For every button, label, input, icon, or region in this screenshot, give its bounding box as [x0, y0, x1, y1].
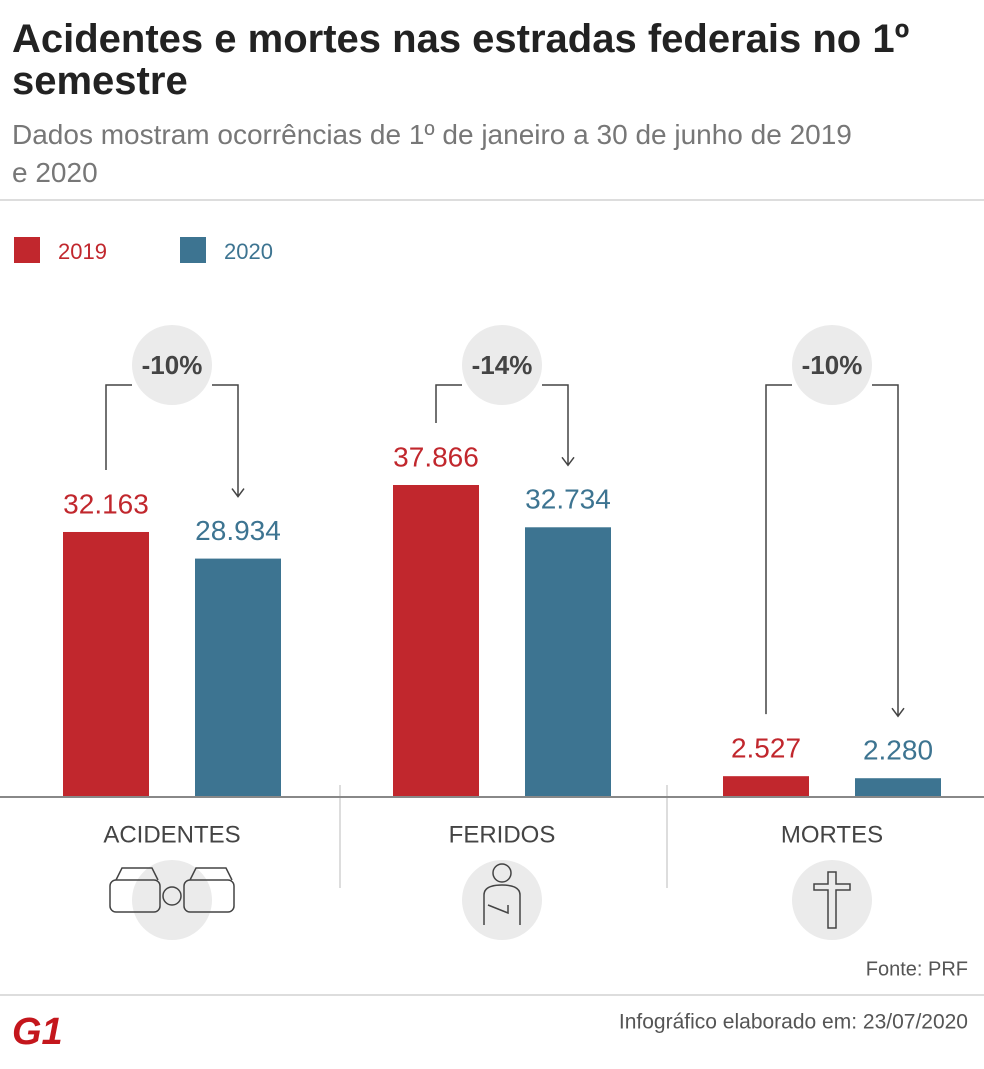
bracket-arrow: [212, 384, 245, 498]
bar: [855, 778, 941, 797]
legend-label: 2020: [224, 239, 273, 264]
note: Infográfico elaborado em: 23/07/2020: [619, 1011, 968, 1034]
legend-swatch: [180, 237, 206, 263]
bracket: [765, 384, 792, 715]
x-tick-label: ACIDENTES: [103, 821, 240, 848]
change-label: -10%: [802, 350, 863, 380]
bar: [393, 485, 479, 797]
value-label: 32.734: [525, 484, 611, 515]
chart-subtitle: Dados mostram ocorrências de 1º de janei…: [12, 119, 852, 188]
logo: G1: [12, 1011, 63, 1053]
legend-label: 2019: [58, 239, 107, 264]
value-label: 32.163: [63, 488, 149, 519]
chart-title: Acidentes e mortes nas estradas federais…: [12, 17, 910, 103]
source: Fonte: PRF: [866, 958, 968, 980]
bar: [525, 527, 611, 797]
bracket-arrow: [872, 384, 905, 718]
value-label: 2.280: [863, 735, 933, 766]
bar: [723, 776, 809, 797]
change-badge: [792, 325, 872, 405]
value-label: 28.934: [195, 515, 281, 546]
bracket: [435, 384, 462, 423]
change-label: -14%: [472, 350, 533, 380]
icon-injured: [462, 860, 542, 940]
legend-swatch: [14, 237, 40, 263]
bracket: [105, 384, 132, 470]
icon-accidents: [109, 860, 235, 940]
x-tick-label: FERIDOS: [449, 821, 556, 848]
icon-deaths: [792, 860, 872, 940]
change-badge: [132, 325, 212, 405]
x-tick-label: MORTES: [781, 821, 883, 848]
change-label: -10%: [142, 350, 203, 380]
value-label: 2.527: [731, 733, 801, 764]
bar: [195, 558, 281, 797]
bar: [63, 531, 149, 797]
change-badge: [462, 325, 542, 405]
value-label: 37.866: [393, 441, 479, 472]
bracket-arrow: [542, 384, 575, 467]
